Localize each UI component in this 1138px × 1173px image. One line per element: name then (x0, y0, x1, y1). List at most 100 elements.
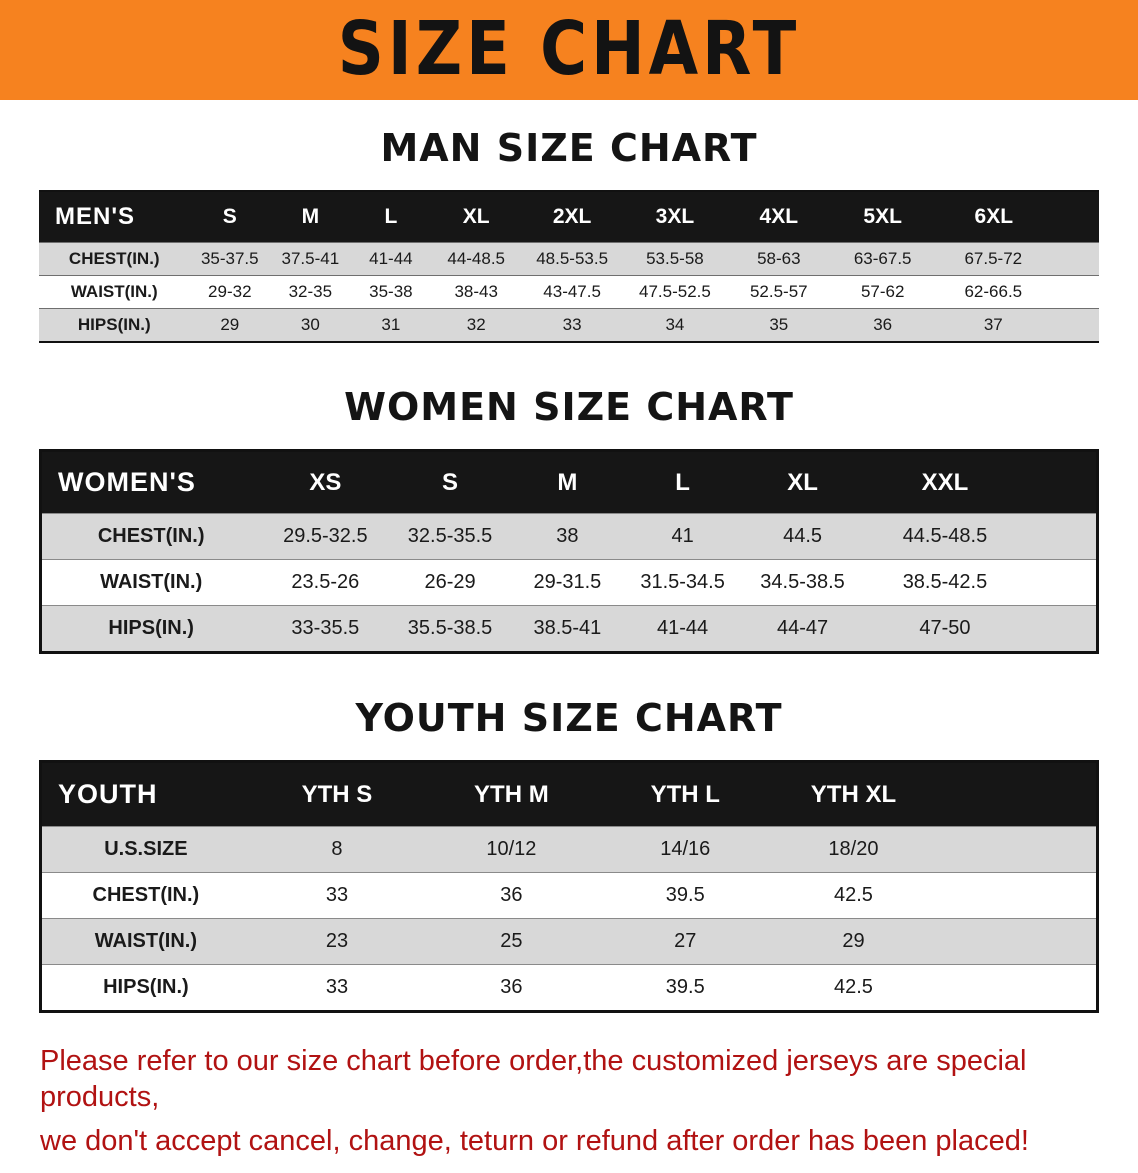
size-column-header: YTH S (249, 761, 425, 827)
row-label: HIPS(IN.) (77, 315, 151, 334)
size-value-cell: 52.5-57 (749, 282, 808, 301)
size-column-header: XL (431, 191, 522, 243)
size-value-cell: 67.5-72 (964, 249, 1023, 268)
size-value-cell: 36 (500, 976, 523, 998)
youth-section: YOUTH SIZE CHART YOUTH YTH S YTH M YTH L YTH… (0, 696, 1138, 1013)
size-value-cell: 44-47 (776, 617, 829, 639)
table-row: HIPS(IN.) 33-35.5 35.5-38.5 38.5-41 41-44 44-… (40, 605, 1098, 653)
size-value-cell: 29.5-32.5 (283, 525, 368, 547)
size-value-cell: 25 (500, 930, 523, 952)
page-title: SIZE CHART (337, 7, 801, 93)
men-section-heading: MAN SIZE CHART (380, 126, 758, 170)
size-value-cell: 37 (983, 315, 1003, 334)
table-corner-label: MEN'S (39, 191, 190, 243)
size-value-cell: 30 (300, 315, 320, 334)
size-column-header: XXL (864, 450, 1098, 514)
size-value-cell: 26-29 (424, 571, 476, 593)
size-value-cell: 14/16 (660, 838, 711, 860)
size-value-cell: 31.5-34.5 (640, 571, 725, 593)
size-column-header: 5XL (830, 191, 935, 243)
size-value-cell: 33 (325, 976, 349, 998)
size-value-cell: 53.5-58 (646, 249, 704, 268)
row-label: HIPS(IN.) (108, 617, 194, 639)
size-value-cell: 34.5-38.5 (760, 571, 845, 593)
size-value-cell: 33 (325, 884, 349, 906)
table-corner-label: YOUTH (40, 761, 250, 827)
youth-size-table: YOUTH YTH S YTH M YTH L YTH XL U.S.SIZE 8 10/12… (39, 760, 1099, 1013)
size-value-cell: 18/20 (828, 838, 879, 860)
size-column-header: 6XL (934, 191, 1099, 243)
size-value-cell: 35-37.5 (200, 249, 259, 268)
banner: SIZE CHART (0, 0, 1138, 100)
table-header-row: YOUTH YTH S YTH M YTH L YTH XL (40, 761, 1098, 827)
size-value-cell: 35.5-38.5 (407, 617, 493, 639)
size-value-cell: 36 (873, 315, 893, 334)
women-section: WOMEN SIZE CHART WOMEN'S XS S M L XL XXL CHEST(… (0, 385, 1138, 654)
size-column-header: YTH M (424, 761, 599, 827)
table-header-row: MEN'S S M L XL 2XL 3XL 4XL 5XL 6XL (39, 191, 1099, 243)
size-column-header: S (189, 191, 271, 243)
women-section-heading: WOMEN SIZE CHART (344, 385, 794, 429)
size-column-header: S (390, 450, 510, 514)
size-value-cell: 47.5-52.5 (639, 282, 711, 301)
row-label: WAIST(IN.) (70, 282, 158, 301)
size-column-header: M (270, 191, 351, 243)
size-value-cell: 39.5 (665, 976, 705, 998)
size-column-header: M (509, 450, 625, 514)
size-column-header: L (624, 450, 741, 514)
disclaimer-line-1: Please refer to our size chart before or… (40, 1045, 1027, 1114)
size-column-header: YTH XL (771, 761, 1098, 827)
size-value-cell: 34 (665, 315, 685, 334)
size-value-cell: 41 (671, 525, 694, 547)
table-row: HIPS(IN.) 33 36 39.5 42.5 (40, 964, 1098, 1012)
size-value-cell: 41-44 (657, 617, 709, 639)
size-value-cell: 48.5-53.5 (536, 249, 609, 268)
row-label: CHEST(IN.) (97, 525, 205, 547)
table-row: CHEST(IN.) 33 36 39.5 42.5 (40, 872, 1098, 919)
size-value-cell: 41-44 (369, 249, 413, 268)
size-value-cell: 8 (331, 838, 343, 860)
size-value-cell: 37.5-41 (281, 249, 340, 268)
size-value-cell: 23 (325, 930, 349, 952)
size-column-header: 3XL (623, 191, 727, 243)
disclaimer-line-2: we don't accept cancel, change, teturn o… (40, 1124, 1029, 1157)
table-row: WAIST(IN.) 23 25 27 29 (40, 918, 1098, 965)
size-column-header: 2XL (521, 191, 623, 243)
size-column-header: 4XL (726, 191, 831, 243)
women-size-table: WOMEN'S XS S M L XL XXL CHEST(IN.) 29.5-32.5 32.5… (39, 449, 1099, 654)
size-value-cell: 44-48.5 (447, 249, 506, 268)
size-column-header: YTH L (598, 761, 772, 827)
size-column-header: XL (740, 450, 865, 514)
size-value-cell: 44.5-48.5 (902, 525, 988, 547)
youth-section-heading: YOUTH SIZE CHART (355, 696, 783, 740)
size-value-cell: 43-47.5 (543, 282, 601, 301)
size-value-cell: 42.5 (833, 884, 873, 906)
size-value-cell: 38-43 (454, 282, 498, 301)
table-corner-label: WOMEN'S (40, 450, 261, 514)
size-value-cell: 35-38 (369, 282, 413, 301)
size-value-cell: 62-66.5 (964, 282, 1023, 301)
row-label: WAIST(IN.) (100, 571, 203, 593)
size-value-cell: 47-50 (919, 617, 971, 639)
size-value-cell: 44.5 (783, 525, 823, 547)
size-column-header: L (350, 191, 432, 243)
row-label: CHEST(IN.) (68, 249, 160, 268)
size-value-cell: 63-67.5 (853, 249, 912, 268)
size-value-cell: 38 (556, 525, 579, 547)
size-value-cell: 29-31.5 (533, 571, 602, 593)
size-value-cell: 58-63 (757, 249, 801, 268)
row-label: WAIST(IN.) (94, 930, 197, 952)
men-size-table: MEN'S S M L XL 2XL 3XL 4XL 5XL 6XL CHEST(IN.) 35-37… (39, 190, 1099, 343)
size-value-cell: 32.5-35.5 (407, 525, 493, 547)
table-row: CHEST(IN.) 35-37.5 37.5-41 41-44 44-48.5 48.5… (39, 242, 1099, 276)
size-value-cell: 33-35.5 (291, 617, 360, 639)
size-value-cell: 38.5-42.5 (902, 571, 988, 593)
table-row: U.S.SIZE 8 10/12 14/16 18/20 (40, 826, 1098, 873)
size-value-cell: 29 (842, 930, 865, 952)
size-value-cell: 32 (466, 315, 486, 334)
size-value-cell: 35 (769, 315, 789, 334)
size-value-cell: 57-62 (860, 282, 905, 301)
size-value-cell: 36 (500, 884, 523, 906)
size-value-cell: 29-32 (208, 282, 252, 301)
size-value-cell: 23.5-26 (291, 571, 360, 593)
